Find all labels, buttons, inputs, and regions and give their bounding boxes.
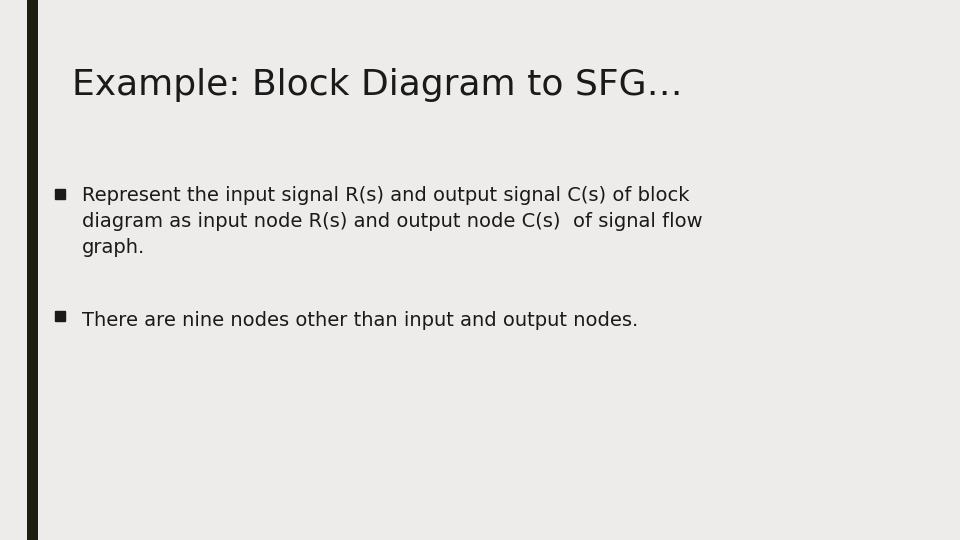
Text: There are nine nodes other than input and output nodes.: There are nine nodes other than input an… [82,310,637,329]
Text: Example: Block Diagram to SFG…: Example: Block Diagram to SFG… [72,68,683,102]
Bar [27,0,38,540]
Text: Represent the input signal R(s) and output signal C(s) of block
diagram as input: Represent the input signal R(s) and outp… [82,186,702,257]
